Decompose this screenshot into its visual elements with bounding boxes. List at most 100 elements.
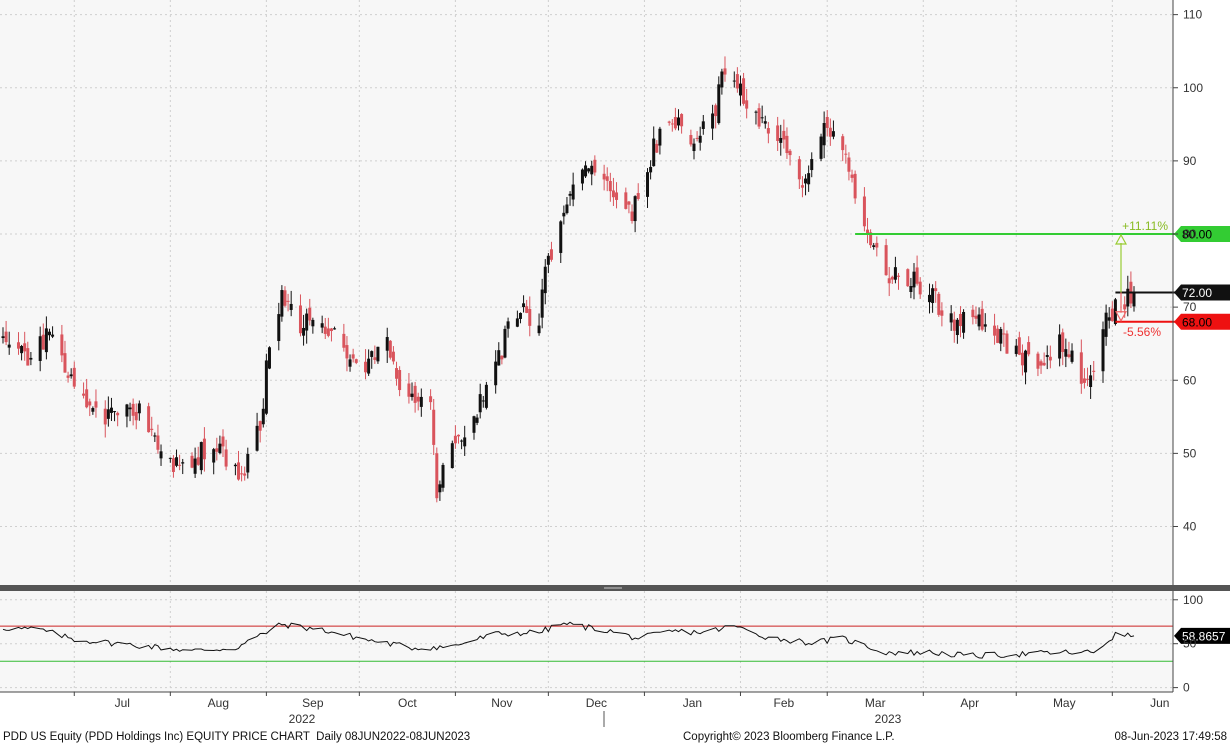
candle-body [844, 153, 848, 155]
candle-body [16, 342, 20, 349]
candle-body [862, 196, 866, 227]
candle-body [934, 288, 938, 292]
candle-body [196, 457, 200, 465]
candle-body [106, 409, 110, 419]
candle-body [69, 374, 73, 377]
candle-body [977, 314, 981, 327]
candle-body [1024, 350, 1028, 373]
candle-body [1061, 332, 1065, 353]
candle-body [407, 383, 411, 397]
candle-body [277, 314, 281, 342]
x-tick-labels: Jul Aug Sep Oct Nov Dec Jan Feb Mar Apr May Jun 2022… [73, 692, 1169, 726]
x-tick-label: Jul [115, 696, 130, 710]
candle-body [608, 181, 612, 192]
candle-body [562, 212, 566, 217]
candle-body [326, 328, 330, 336]
candle-body [1079, 352, 1083, 384]
footer-center: Copyright© 2023 Bloomberg Finance L.P. [683, 731, 895, 743]
price-level-tag [1174, 284, 1230, 301]
candle-body [199, 442, 203, 471]
candle-body [51, 334, 55, 337]
candle-body [518, 312, 522, 319]
x-tick-label: Aug [208, 696, 229, 710]
candle-body [887, 278, 891, 284]
rsi-value-tag [1174, 627, 1230, 644]
candle-body [255, 425, 259, 451]
y-tick-label: 100 [1183, 81, 1203, 95]
candle-body [329, 328, 333, 332]
axes [0, 0, 1230, 727]
candle-body [955, 319, 959, 336]
candle-body [494, 361, 498, 386]
candle-body [333, 328, 337, 330]
x-tick-label: Jan [683, 696, 702, 710]
x-tick-label: Dec [586, 696, 607, 710]
candle-body [918, 281, 922, 295]
candlestick-series [1, 56, 1136, 503]
candle-body [413, 385, 417, 403]
candle-body [711, 113, 715, 129]
candle-body [996, 328, 1000, 343]
candle-body [500, 355, 504, 360]
candle-body [698, 135, 702, 143]
candle-body [1058, 334, 1062, 359]
candle-body [782, 130, 786, 140]
rsi-y-tick-label: 0 [1183, 681, 1190, 695]
candle-body [1, 336, 5, 339]
candle-body [983, 324, 987, 327]
candle-body [655, 143, 659, 153]
candle-body [243, 473, 247, 476]
candle-body [456, 434, 460, 437]
candle-body [993, 325, 997, 336]
rsi-panel-background [0, 591, 1173, 692]
rsi-value-label: 58.8657 [1182, 629, 1226, 643]
candle-body [47, 331, 51, 336]
candle-body [853, 173, 857, 199]
candle-body [584, 165, 588, 177]
candle-body [44, 328, 48, 353]
candle-body [438, 484, 442, 493]
rsi-series: 58.8657 [0, 621, 1230, 662]
candle-body [181, 462, 185, 464]
candle-body [800, 185, 804, 188]
candle-body [763, 121, 767, 124]
candle-body [627, 201, 631, 205]
candle-body [766, 128, 770, 134]
candle-body [692, 143, 696, 152]
candle-body [525, 306, 529, 313]
candle-body [1086, 378, 1090, 380]
x-tick-label: Mar [865, 696, 886, 710]
candle-body [88, 401, 92, 406]
candle-body [261, 408, 265, 425]
candle-body [974, 315, 978, 319]
candle-body [497, 350, 501, 366]
candle-body [264, 360, 268, 414]
candle-body [927, 294, 931, 303]
candle-body [320, 323, 324, 328]
footer-left: PDD US Equity (PDD Holdings Inc) EQUITY … [3, 731, 470, 743]
candle-body [1107, 317, 1111, 321]
candle-body [850, 174, 854, 178]
candle-body [323, 326, 327, 334]
candle-body [537, 325, 541, 334]
price-levels: 80.00 72.00 68.00 +11.11% -5.56% [855, 219, 1230, 339]
candle-body [168, 457, 172, 459]
candle-body [636, 193, 640, 199]
candle-body [515, 318, 519, 327]
candle-body [472, 416, 476, 433]
candle-body [215, 448, 219, 452]
year-label: 2023 [875, 712, 902, 726]
candle-body [1064, 349, 1068, 357]
candle-body [1005, 333, 1009, 354]
price-level-label: 80.00 [1182, 228, 1212, 242]
candle-body [1123, 304, 1127, 310]
candle-body [286, 300, 290, 302]
candle-body [940, 310, 944, 316]
candle-body [1082, 378, 1086, 383]
candle-body [432, 409, 436, 445]
main-panel-background [0, 0, 1173, 585]
candle-body [298, 305, 302, 334]
candle-body [652, 138, 656, 167]
candle-body [23, 343, 27, 352]
candle-body [351, 354, 355, 359]
